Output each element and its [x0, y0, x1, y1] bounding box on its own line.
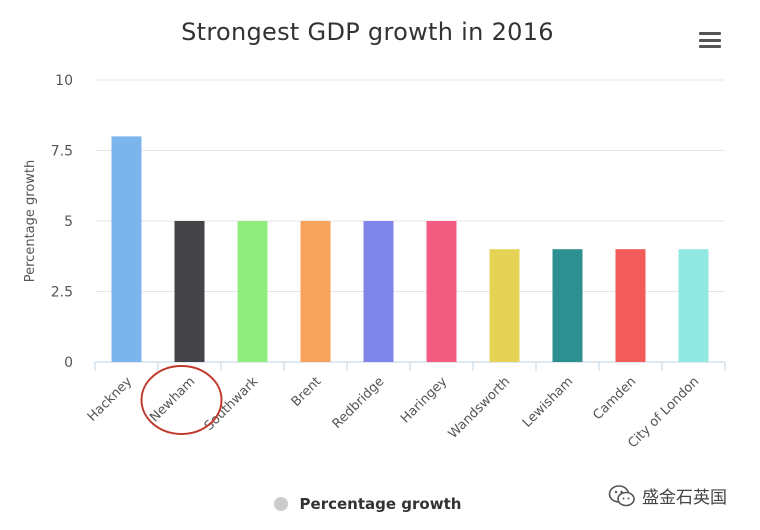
bar-city-of-london [678, 249, 709, 362]
x-tick-label: Wandsworth [446, 374, 514, 442]
hamburger-menu-icon-bar [699, 38, 721, 42]
x-tick-label: Newham [147, 374, 198, 425]
chart-menu-button[interactable] [697, 30, 723, 50]
hamburger-menu-icon-bar [699, 32, 721, 35]
bar-haringey [426, 221, 457, 362]
bar-newham [174, 221, 205, 362]
y-tick-label: 10 [55, 73, 73, 89]
watermark: 盛金石英国 [608, 483, 727, 508]
x-tick-label: Camden [590, 374, 639, 423]
x-tick-label: Lewisham [520, 374, 577, 431]
hamburger-menu-icon-bar [699, 45, 721, 48]
y-tick-label: 2.5 [51, 285, 73, 301]
bar-brent [300, 221, 331, 362]
chart-title: Strongest GDP growth in 2016 [181, 18, 554, 46]
y-axis-label: Percentage growth [23, 160, 38, 283]
x-tick-label: Southwark [202, 374, 262, 434]
y-tick-label: 5 [64, 214, 73, 230]
wechat-icon [608, 484, 635, 506]
x-tick-label: Hackney [85, 374, 136, 425]
annotation-circle [140, 365, 223, 435]
x-tick-label: Brent [289, 374, 325, 410]
watermark-text: 盛金石英国 [642, 488, 727, 508]
x-tick-label: Redbridge [330, 374, 388, 432]
legend-swatch [273, 497, 288, 511]
legend-label: Percentage growth [299, 495, 462, 513]
y-tick-label: 0 [64, 355, 73, 371]
legend[interactable]: Percentage growth [0, 495, 735, 513]
bar-lewisham [552, 249, 583, 362]
bar-chart: 0 2.5 5 7.5 10 Percentage growth Hackney Newham… [23, 73, 726, 451]
bar-hackney [111, 136, 142, 362]
bar-wandsworth [489, 249, 520, 362]
bar-camden [615, 249, 646, 362]
bar-southwark [237, 221, 268, 362]
bar-redbridge [363, 221, 394, 362]
y-tick-label: 7.5 [51, 144, 73, 160]
x-tick-label: Haringey [398, 374, 450, 426]
